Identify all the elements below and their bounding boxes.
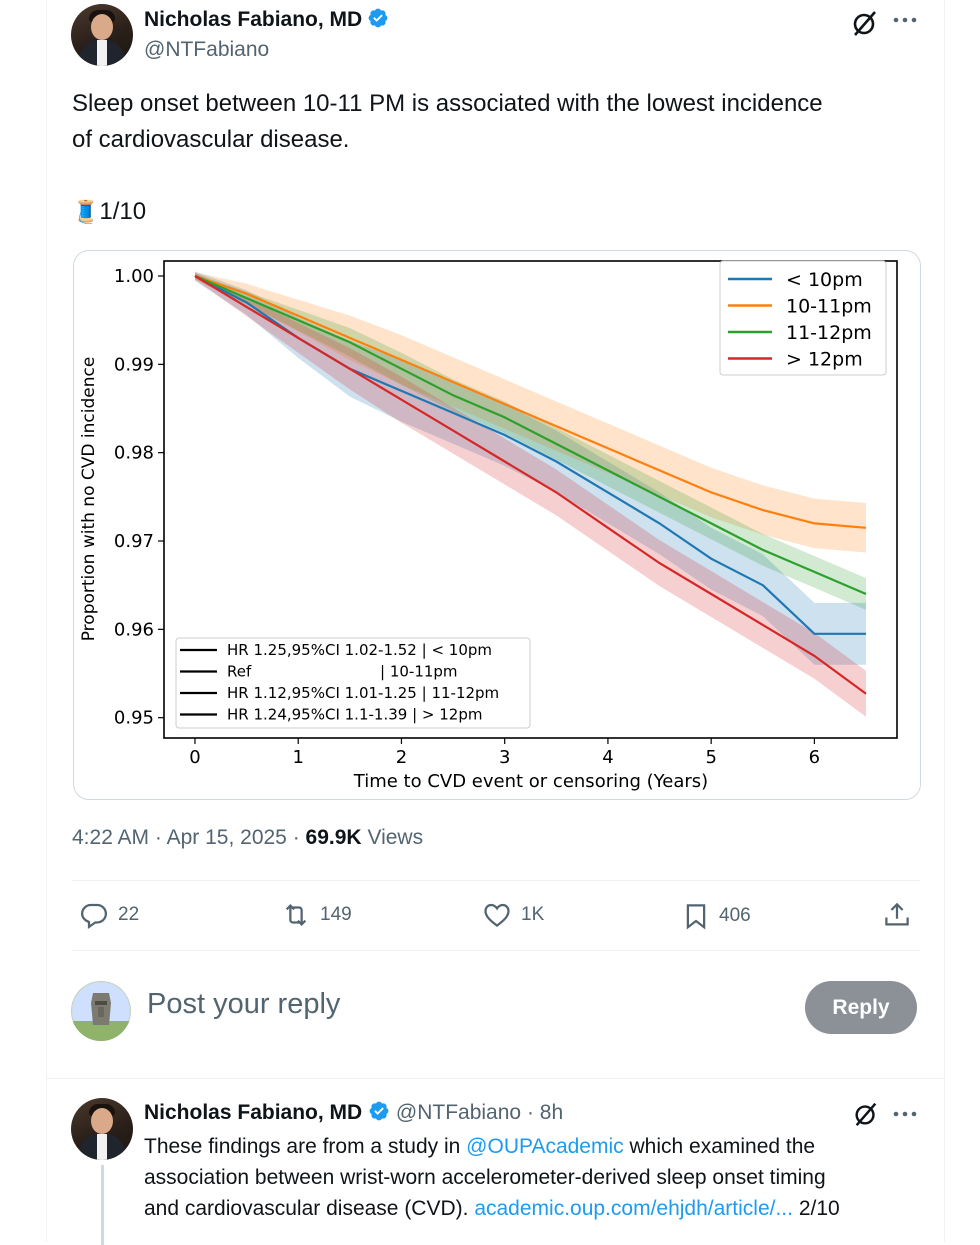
reply-author-avatar[interactable] — [71, 1098, 133, 1160]
reply-text: which examined the — [623, 1135, 816, 1158]
separator: · — [292, 826, 300, 849]
tweet-meta: 4:22 AM · Apr 15, 2025 · 69.9K Views — [72, 826, 423, 850]
series-line-2 — [194, 274, 867, 596]
thread-marker: 🧵1/10 — [72, 194, 146, 230]
legend-label: > 12pm — [786, 349, 863, 371]
y-tick-label: 0.95 — [114, 708, 154, 729]
reply-count: 22 — [118, 904, 140, 925]
reply-age[interactable]: 8h — [539, 1101, 564, 1124]
like-count: 1K — [521, 904, 545, 925]
repost-action[interactable]: 149 — [280, 900, 352, 930]
separator: · — [154, 826, 162, 849]
km-chart: 1.00 0.99 0.98 0.97 0.96 0.95 0 1 2 3 4 5 6 Proport… — [79, 260, 898, 792]
reply-text: These findings are from a study in — [144, 1135, 467, 1158]
annotation-label: HR 1.25,95%CI 1.02-1.52 | < 10pm — [227, 641, 492, 659]
author-handle[interactable]: @NTFabiano — [144, 38, 270, 61]
series-line-1 — [194, 274, 867, 529]
thread-emoji: 🧵 — [72, 199, 100, 224]
reply-tweet-text: These findings are from a study in @OUPA… — [144, 1131, 924, 1224]
share-action[interactable] — [882, 900, 912, 930]
verified-badge-icon — [368, 1100, 390, 1128]
annotation-label: Ref | 10-11pm — [227, 663, 458, 681]
repost-icon — [285, 904, 307, 926]
chart-image[interactable]: 1.00 0.99 0.98 0.97 0.96 0.95 0 1 2 3 4 5 6 Proport… — [73, 250, 921, 800]
x-tick-label: 0 — [189, 747, 200, 768]
views-count: 69.9K — [305, 826, 362, 849]
y-axis-label: Proportion with no CVD incidence — [79, 357, 99, 642]
tweet-date[interactable]: Apr 15, 2025 — [166, 826, 287, 849]
views-label: Views — [367, 826, 424, 849]
x-tick-label: 6 — [809, 747, 820, 768]
like-action[interactable]: 1K — [481, 900, 544, 930]
x-tick-label: 1 — [292, 747, 303, 768]
author-line: Nicholas Fabiano, MD — [144, 7, 389, 34]
divider — [47, 1078, 944, 1079]
y-tick-label: 0.99 — [114, 354, 154, 375]
grok-icon[interactable] — [850, 8, 880, 43]
reply-input[interactable]: Post your reply — [147, 988, 341, 1020]
ci-band-2 — [195, 273, 866, 610]
article-link[interactable]: academic.oup.com/ehjdh/article/... — [474, 1197, 793, 1220]
tweet-text-line: Sleep onset between 10-11 PM is associat… — [72, 90, 823, 117]
thread-connector-line — [101, 1165, 104, 1245]
bookmark-icon — [686, 904, 706, 930]
chart-legend: < 10pm 10-11pm 11-12pm > 12pm — [719, 260, 887, 376]
separator: · — [526, 1101, 534, 1124]
verified-badge-icon — [367, 7, 389, 34]
hazard-ratio-box: HR 1.25,95%CI 1.02-1.52 | < 10pm Ref | 10… — [175, 637, 531, 729]
y-tick-label: 0.98 — [114, 443, 154, 464]
annotation-label: HR 1.24,95%CI 1.1-1.39 | > 12pm — [227, 706, 482, 724]
timeline-border-right — [944, 0, 945, 1242]
annotation-box — [175, 637, 531, 729]
author-avatar[interactable] — [71, 4, 133, 66]
more-options-icon[interactable] — [892, 10, 918, 35]
reply-author-line: Nicholas Fabiano, MD @NTFabiano · 8h — [144, 1100, 563, 1128]
y-tick-label: 0.97 — [114, 531, 154, 552]
mention-link[interactable]: @OUPAcademic — [466, 1135, 624, 1158]
author-name[interactable]: Nicholas Fabiano, MD — [144, 8, 363, 31]
reply-action[interactable]: 22 — [78, 900, 139, 930]
reply-button[interactable]: Reply — [805, 981, 917, 1034]
heart-icon — [484, 903, 510, 928]
moai-avatar-icon — [71, 981, 131, 1041]
divider — [72, 950, 920, 951]
x-tick-label: 2 — [396, 747, 407, 768]
timeline-border-left — [46, 0, 47, 1242]
reply-text: association between wrist-worn accelerom… — [144, 1166, 826, 1189]
reply-author-name[interactable]: Nicholas Fabiano, MD — [144, 1101, 363, 1124]
annotation-label: HR 1.12,95%CI 1.01-1.25 | 11-12pm — [227, 684, 499, 702]
bookmark-action[interactable]: 406 — [681, 900, 751, 932]
legend-box — [719, 260, 887, 376]
legend-label: 11-12pm — [786, 322, 872, 344]
y-tick-label: 1.00 — [114, 266, 154, 287]
x-axis-label: Time to CVD event or censoring (Years) — [353, 771, 708, 792]
legend-label: 10-11pm — [786, 296, 872, 318]
share-icon — [885, 902, 909, 926]
reply-icon — [80, 903, 108, 930]
x-tick-label: 4 — [602, 747, 613, 768]
bookmark-count: 406 — [719, 905, 751, 926]
more-options-icon[interactable] — [892, 1104, 918, 1129]
x-tick-label: 3 — [499, 747, 510, 768]
x-tick-label: 5 — [705, 747, 716, 768]
legend-label: < 10pm — [786, 269, 863, 291]
series-line-3 — [194, 275, 867, 695]
ci-band-3 — [195, 272, 866, 717]
user-avatar[interactable] — [71, 981, 131, 1041]
tweet-text: Sleep onset between 10-11 PM is associat… — [72, 86, 932, 158]
grok-icon[interactable] — [852, 1100, 880, 1133]
reply-text: and cardiovascular disease (CVD). — [144, 1197, 475, 1220]
reply-text: 2/10 — [792, 1197, 840, 1220]
tweet-time[interactable]: 4:22 AM — [72, 826, 150, 849]
tweet-text-line: of cardiovascular disease. — [72, 126, 350, 153]
ci-band-0 — [195, 271, 866, 665]
divider — [72, 880, 920, 881]
thread-counter: 1/10 — [99, 198, 147, 225]
repost-count: 149 — [320, 904, 352, 925]
y-tick-label: 0.96 — [114, 619, 154, 640]
reply-author-handle[interactable]: @NTFabiano — [395, 1101, 522, 1124]
